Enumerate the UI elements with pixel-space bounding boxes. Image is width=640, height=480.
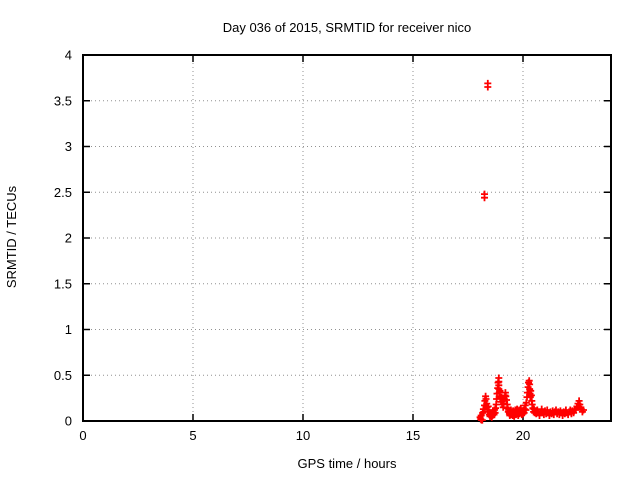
x-tick-label: 10 <box>296 428 310 443</box>
y-tick-label: 1.5 <box>54 276 72 291</box>
plot-border <box>82 54 612 422</box>
y-tick-label: 4 <box>65 48 72 63</box>
y-tick-label: 3.5 <box>54 93 72 108</box>
x-tick-label: 0 <box>79 428 86 443</box>
x-tick-label: 20 <box>516 428 530 443</box>
y-tick-label: 1 <box>65 322 72 337</box>
y-tick-label: 0.5 <box>54 368 72 383</box>
x-axis-title: GPS time / hours <box>297 456 397 471</box>
y-tick-label: 0 <box>65 414 72 429</box>
y-tick-label: 2 <box>65 231 72 246</box>
y-tick-label: 3 <box>65 139 72 154</box>
x-tick-label: 5 <box>189 428 196 443</box>
chart-title: Day 036 of 2015, SRMTID for receiver nic… <box>222 20 472 35</box>
y-tick-label: 2.5 <box>54 185 72 200</box>
x-tick-label: 15 <box>406 428 420 443</box>
data-point-markers <box>476 79 587 424</box>
